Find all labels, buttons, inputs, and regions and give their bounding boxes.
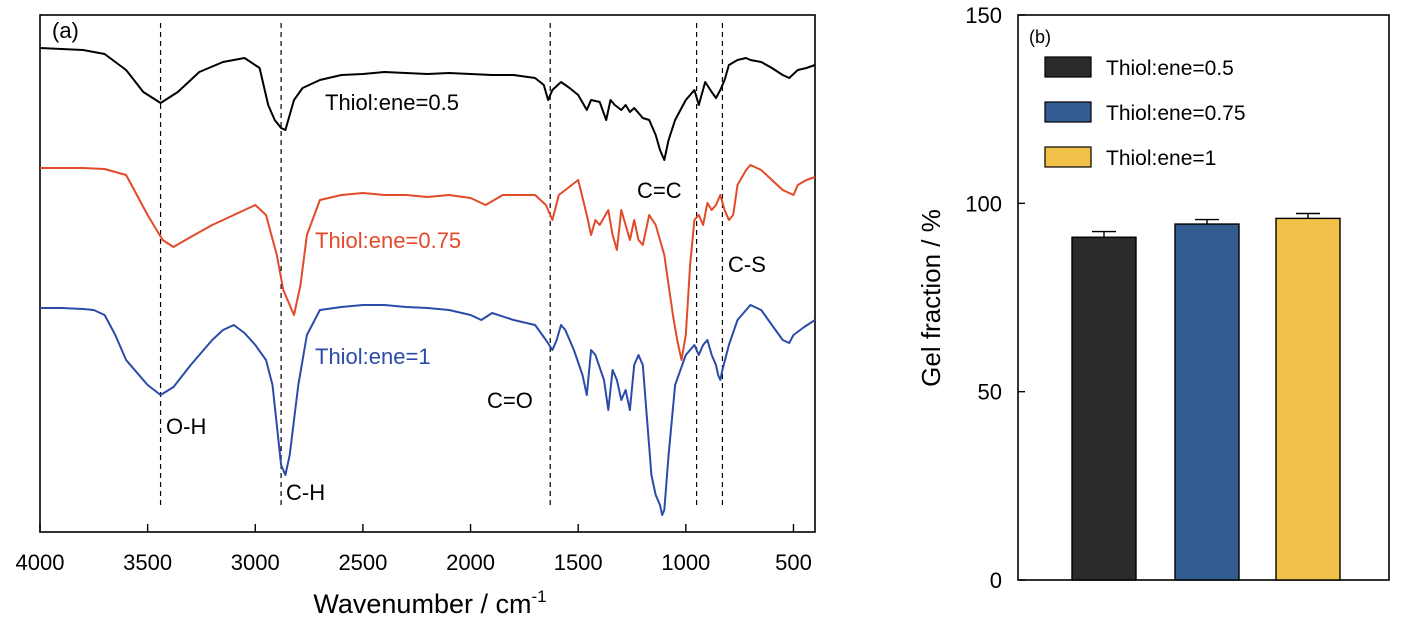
panel-label-a: (a) (52, 18, 79, 43)
plot-frame-a (39, 14, 816, 533)
y-axis-label-b: Gel fraction / % (916, 209, 946, 387)
ftir-spectra-panel: (a) 4000 3500 3000 2500 2000 1500 1000 500 Thio… (16, 14, 816, 619)
y-tick-label-3: 150 (965, 3, 1002, 28)
x-tick-label-3: 2500 (338, 550, 387, 575)
spectrum-line-1 (39, 47, 816, 161)
x-tick-label-4: 2000 (446, 550, 495, 575)
legend-label-1: Thiol:ene=0.5 (1106, 57, 1234, 80)
legend-swatch-3 (1044, 146, 1092, 168)
legend-label-3: Thiol:ene=1 (1106, 147, 1216, 170)
x-tick-label-7: 500 (775, 550, 812, 575)
spectra-lines (39, 47, 816, 516)
legend-swatch-2 (1044, 101, 1092, 123)
label-ch: C-H (286, 480, 325, 505)
bars (1071, 212, 1341, 581)
label-thiol-ene-1: Thiol:ene=1 (315, 344, 431, 369)
spectrum-line-2 (40, 164, 816, 361)
y-tick-label-0: 0 (990, 568, 1002, 593)
label-cc: C=C (637, 178, 682, 203)
legend-swatch-1 (1044, 56, 1092, 78)
label-co: C=O (487, 388, 533, 413)
x-axis-label-a: Wavenumber / cm-1 (313, 587, 546, 619)
x-axis-ticks: 4000 3500 3000 2500 2000 1500 1000 500 (16, 524, 812, 575)
y-tick-label-1: 50 (978, 380, 1002, 405)
x-tick-label-5: 1500 (554, 550, 603, 575)
y-tick-label-2: 100 (965, 191, 1002, 216)
spectrum-line-3 (40, 304, 816, 516)
label-thiol-ene-075: Thiol:ene=0.75 (315, 228, 461, 253)
panel-label-b: (b) (1029, 27, 1051, 47)
legend-label-2: Thiol:ene=0.75 (1106, 102, 1246, 125)
gel-fraction-panel: (b) 0 50 100 150 Thiol:ene=0.5 Thiol:ene=0.7… (916, 3, 1390, 593)
bar-1 (1071, 236, 1137, 581)
x-tick-label-1: 3500 (123, 550, 172, 575)
label-thiol-ene-05: Thiol:ene=0.5 (325, 90, 459, 115)
bar-3 (1275, 217, 1341, 581)
x-tick-label-2: 3000 (231, 550, 280, 575)
legend: Thiol:ene=0.5 Thiol:ene=0.75 Thiol:ene=1 (1044, 56, 1246, 170)
label-oh: O-H (166, 414, 206, 439)
label-cs: C-S (728, 252, 766, 277)
bar-2 (1174, 223, 1240, 581)
x-tick-label-6: 1000 (661, 550, 710, 575)
y-axis-ticks: 0 50 100 150 (965, 3, 1025, 593)
x-tick-label-0: 4000 (16, 550, 65, 575)
